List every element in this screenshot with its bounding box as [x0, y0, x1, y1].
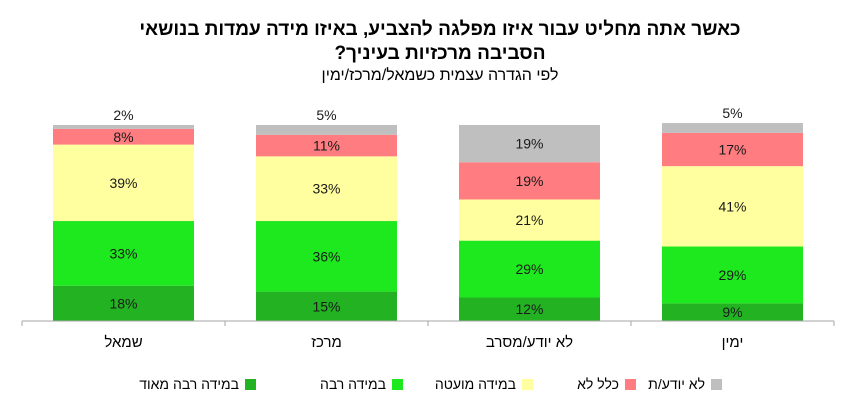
chart-title-line-2: הסביבה מרכזיות בעיניך? — [334, 43, 546, 64]
data-label: 29% — [515, 261, 543, 277]
bar-segment — [459, 240, 600, 298]
chart-title: כאשר אתה מחליט עבור איזו מפלגה להצביע, ב… — [60, 18, 820, 66]
data-label: 2% — [113, 107, 133, 123]
chart-legend: במידה רבה מאוד במידה רבה במידה מועטה כלל לא… — [0, 376, 846, 396]
legend-item: במידה מועטה — [435, 376, 533, 392]
bar-segment — [662, 246, 803, 304]
data-label: 5% — [316, 107, 336, 123]
bar-segment — [256, 221, 397, 292]
bar-segment — [459, 162, 600, 200]
category-label: לא יודע/מסרב — [486, 334, 573, 351]
category-label: ימין — [722, 334, 744, 351]
data-label: 15% — [312, 298, 340, 314]
chart-title-line-1: כאשר אתה מחליט עבור איזו מפלגה להצביע, ב… — [139, 19, 741, 40]
legend-label: במידה רבה — [319, 376, 386, 392]
legend-label: במידה רבה מאוד — [139, 376, 239, 392]
bar-segment — [662, 132, 803, 167]
bar-segment — [662, 166, 803, 247]
legend-label: במידה מועטה — [434, 376, 516, 392]
data-label: 19% — [515, 173, 543, 189]
bar-segment — [459, 199, 600, 241]
data-label: 41% — [718, 198, 746, 214]
data-label: 12% — [515, 301, 543, 317]
bar-segment — [459, 297, 600, 321]
data-label: 17% — [718, 142, 746, 158]
bar-segment — [256, 291, 397, 321]
bar-segment — [256, 125, 397, 135]
data-label: 11% — [313, 138, 340, 154]
bar-segment — [53, 285, 194, 321]
legend-item: במידה רבה מאוד — [139, 376, 256, 392]
legend-swatch — [522, 378, 533, 390]
bar-segment — [256, 156, 397, 222]
legend-label: לא יודע/ת — [648, 376, 705, 392]
legend-swatch — [625, 378, 636, 390]
legend-item: לא יודע/ת — [648, 376, 722, 392]
data-label: 29% — [718, 267, 746, 283]
category-label: שמאל — [104, 334, 142, 351]
legend-swatch — [392, 378, 403, 390]
bar-segment — [662, 303, 803, 321]
bar-segment — [53, 128, 194, 145]
bar-segment — [256, 134, 397, 157]
legend-item: כלל לא — [577, 376, 636, 392]
chart-subtitle: לפי הגדרה עצמית כשמאל/מרכז/ימין — [321, 67, 559, 84]
legend-swatch — [245, 378, 256, 390]
data-label: 33% — [109, 245, 137, 261]
data-label: 5% — [722, 105, 742, 121]
bar-segment — [459, 125, 600, 163]
data-label: 19% — [515, 136, 543, 152]
data-label: 36% — [312, 248, 340, 264]
data-label: 21% — [515, 212, 543, 228]
data-label: 39% — [109, 175, 137, 191]
bar-segment — [53, 125, 194, 129]
data-label: 9% — [722, 304, 742, 320]
data-label: 33% — [312, 181, 340, 197]
bar-segment — [662, 123, 803, 133]
category-label: מרכז — [311, 334, 342, 351]
legend-item: במידה רבה — [320, 376, 403, 392]
bar-segment — [53, 221, 194, 286]
data-label: 8% — [113, 129, 133, 145]
data-label: 18% — [109, 295, 137, 311]
legend-label: כלל לא — [577, 376, 619, 392]
bar-segment — [53, 144, 194, 222]
legend-swatch — [711, 378, 722, 390]
